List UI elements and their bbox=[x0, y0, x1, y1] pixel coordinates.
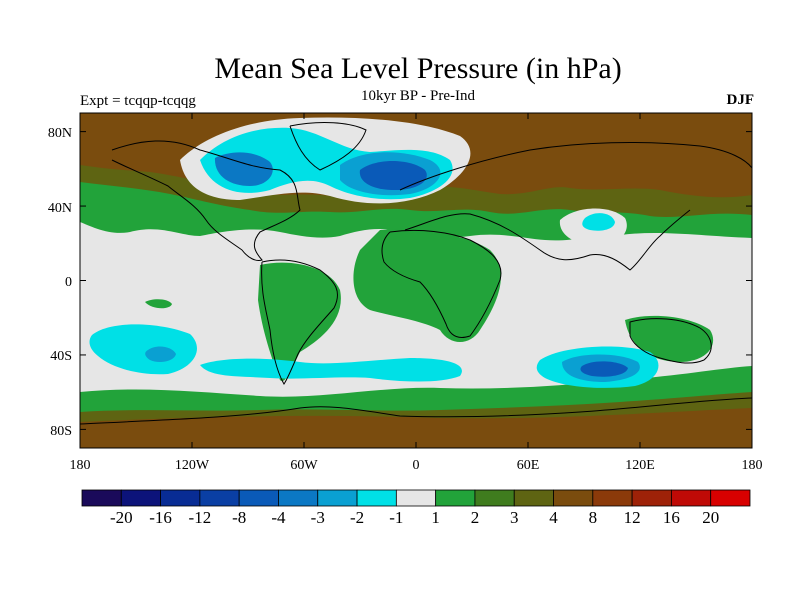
colorbar-label: -2 bbox=[350, 508, 364, 527]
colorbar-label: 20 bbox=[702, 508, 719, 527]
south-indian-low-2 bbox=[580, 361, 628, 377]
axis-tick-marks bbox=[79, 113, 753, 448]
colorbar-label: -20 bbox=[110, 508, 133, 527]
africa-positive bbox=[353, 229, 501, 342]
colorbar-label: 1 bbox=[431, 508, 440, 527]
colorbar-swatch bbox=[120, 489, 161, 507]
colorbar-label: 8 bbox=[589, 508, 598, 527]
colorbar-swatch bbox=[356, 489, 397, 507]
colorbar-swatch bbox=[81, 489, 122, 507]
colorbar-swatch bbox=[395, 489, 437, 507]
coast-greenland bbox=[289, 122, 367, 171]
lon-tick-label: 180 bbox=[70, 458, 91, 473]
colorbar-swatch bbox=[199, 489, 240, 507]
antarctic-high bbox=[80, 408, 752, 448]
colorbar-label: 4 bbox=[549, 508, 558, 527]
lon-tick-label: 120W bbox=[175, 458, 210, 473]
colorbar-label: -3 bbox=[311, 508, 325, 527]
season-label: DJF bbox=[726, 92, 755, 108]
north-atlantic-low-3 bbox=[359, 161, 427, 190]
south-america-positive bbox=[258, 262, 341, 382]
colorbar-label: 16 bbox=[663, 508, 680, 527]
colorbar-label: -4 bbox=[271, 508, 286, 527]
lat-tick-label: 0 bbox=[65, 275, 72, 290]
colorbar-label: -1 bbox=[389, 508, 403, 527]
colorbar-label: -8 bbox=[232, 508, 246, 527]
lat-tick-labels: 80N 40N 0 40S 80S bbox=[48, 126, 72, 439]
coast-eurasia bbox=[399, 142, 752, 271]
colorbar-label: 3 bbox=[510, 508, 519, 527]
hudson-low bbox=[214, 152, 273, 186]
lon-tick-label: 180 bbox=[742, 458, 763, 473]
lat-tick-label: 40N bbox=[48, 201, 72, 216]
colorbar-swatch bbox=[592, 489, 633, 507]
coastlines bbox=[80, 122, 752, 425]
subtitle: 10kyr BP - Pre-Ind bbox=[360, 88, 476, 104]
tibet-low-core bbox=[582, 213, 615, 231]
lon-tick-label: 60E bbox=[517, 458, 540, 473]
colorbar-swatch bbox=[671, 489, 712, 507]
south-atlantic-low bbox=[200, 358, 462, 382]
coast-australia bbox=[629, 318, 712, 364]
colorbar-swatch bbox=[631, 489, 672, 507]
experiment-label: Expt = tcqqp-tcqqg bbox=[80, 93, 196, 109]
colorbar-swatch bbox=[238, 489, 279, 507]
colorbar bbox=[81, 489, 751, 507]
lon-tick-label: 0 bbox=[413, 458, 420, 473]
lat-tick-label: 80S bbox=[50, 424, 72, 439]
australia-positive bbox=[625, 315, 714, 362]
colorbar-labels: -20 -16 -12 -8 -4 -3 -2 -1 1 2 3 4 8 12 16 20 bbox=[110, 508, 719, 527]
colorbar-swatch bbox=[160, 489, 201, 507]
colorbar-label: -16 bbox=[149, 508, 172, 527]
lon-tick-labels: 180 120W 60W 0 60E 120E 180 bbox=[70, 458, 763, 473]
colorbar-swatch bbox=[278, 489, 319, 507]
colorbar-label: 2 bbox=[471, 508, 480, 527]
south-pacific-low-core bbox=[145, 346, 176, 362]
colorbar-swatch bbox=[710, 489, 751, 507]
coast-antarctica bbox=[80, 397, 752, 425]
colorbar-swatch bbox=[317, 489, 358, 507]
colorbar-swatch bbox=[513, 489, 554, 507]
colorbar-swatch bbox=[435, 489, 476, 507]
colorbar-swatch bbox=[474, 489, 515, 507]
lat-tick-label: 40S bbox=[50, 349, 72, 364]
lon-tick-label: 120E bbox=[625, 458, 655, 473]
coast-south-america bbox=[261, 259, 338, 385]
pacific-patch bbox=[145, 299, 172, 309]
page-title: Mean Sea Level Pressure (in hPa) bbox=[214, 52, 622, 85]
colorbar-label: 12 bbox=[624, 508, 641, 527]
map-field bbox=[80, 113, 752, 448]
lon-tick-label: 60W bbox=[290, 458, 318, 473]
coast-africa bbox=[381, 229, 502, 338]
colorbar-swatch bbox=[553, 489, 594, 507]
south-pacific-low bbox=[89, 324, 197, 375]
colorbar-label: -12 bbox=[189, 508, 212, 527]
coast-north-america bbox=[111, 140, 301, 261]
lat-tick-label: 80N bbox=[48, 126, 72, 141]
